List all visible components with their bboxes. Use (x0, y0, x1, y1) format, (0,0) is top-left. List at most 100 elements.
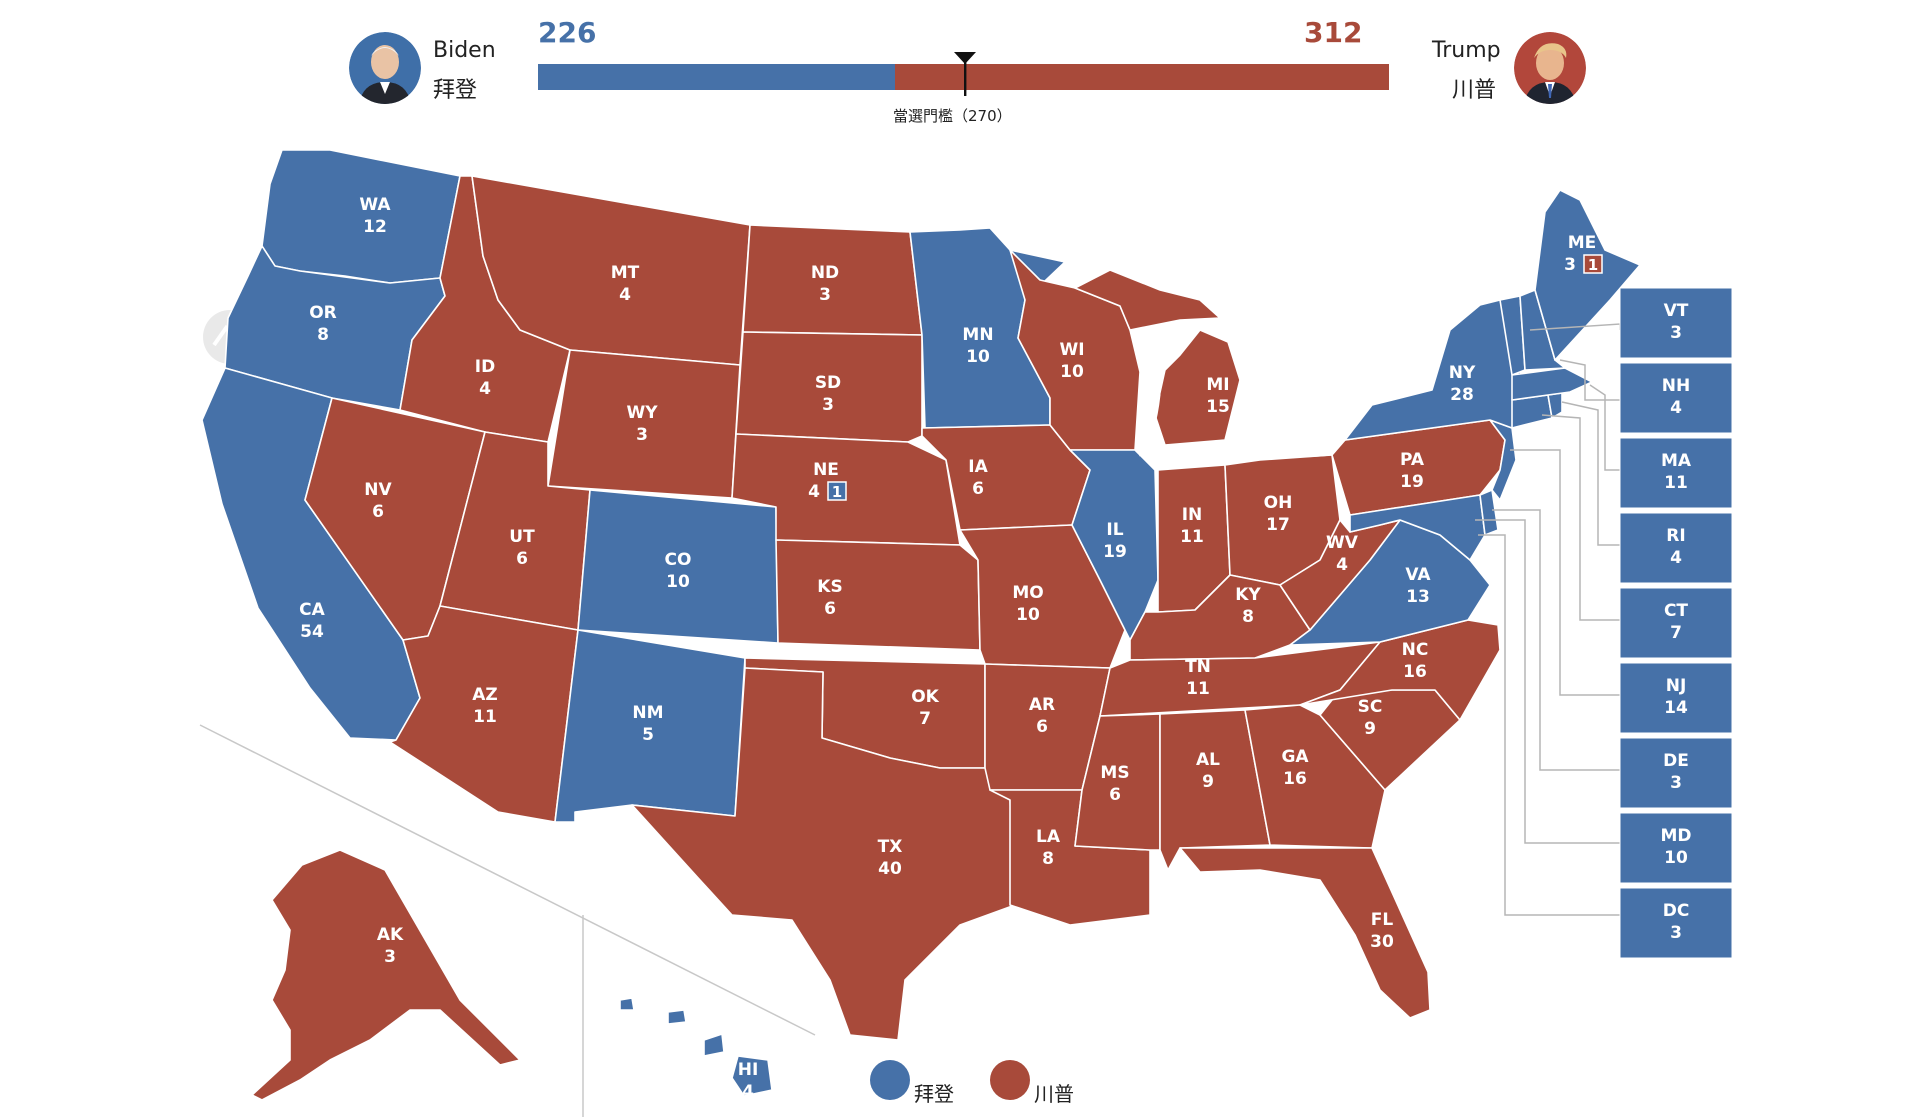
state-ev-PA: 19 (1400, 472, 1424, 492)
state-abbr-MN: MN (962, 325, 993, 345)
state-abbr-UT: UT (509, 527, 535, 547)
state-abbr-IN: IN (1182, 505, 1203, 525)
state-ev-LA: 8 (1042, 849, 1054, 869)
state-abbr-NE: NE (813, 460, 839, 480)
callout-VT[interactable]: VT3 (1619, 287, 1733, 359)
state-NC[interactable] (1299, 619, 1501, 721)
state-MI[interactable] (1154, 329, 1241, 446)
state-ev-WY: 3 (636, 425, 648, 445)
state-label-MT: MT4 (611, 263, 640, 305)
state-abbr-AR: AR (1029, 695, 1055, 715)
state-ev-IA: 6 (972, 479, 984, 499)
callout-abbr-NJ: NJ (1666, 676, 1687, 696)
state-label-WV: WV4 (1326, 533, 1359, 575)
state-HI[interactable] (619, 997, 773, 1097)
state-abbr-WV: WV (1326, 533, 1359, 553)
state-SD[interactable] (735, 331, 923, 443)
callout-ev-MA: 11 (1664, 473, 1688, 493)
state-DE[interactable] (1479, 489, 1499, 536)
state-ev-GA: 16 (1283, 769, 1307, 789)
callout-DE[interactable]: DE3 (1619, 737, 1733, 809)
state-label-LA: LA8 (1036, 827, 1061, 869)
state-abbr-TX: TX (878, 837, 903, 857)
state-abbr-OR: OR (309, 303, 337, 323)
state-abbr-MT: MT (611, 263, 640, 283)
state-ev-FL: 30 (1370, 932, 1394, 952)
callout-NH[interactable]: NH4 (1619, 362, 1733, 434)
callout-box-CT (1619, 587, 1733, 659)
legend-trump-swatch (990, 1060, 1030, 1100)
state-abbr-KY: KY (1235, 585, 1261, 605)
callout-box-VT (1619, 287, 1733, 359)
state-abbr-IL: IL (1106, 520, 1123, 540)
state-KS[interactable] (775, 539, 981, 651)
state-label-MS: MS6 (1100, 763, 1129, 805)
split-vote-count-NE: 1 (832, 483, 842, 501)
callout-ev-CT: 7 (1670, 623, 1682, 643)
state-MI-UP[interactable] (1074, 269, 1221, 331)
state-ev-ME: 3 (1564, 255, 1576, 275)
callout-box-NH (1619, 362, 1733, 434)
state-abbr-NM: NM (632, 703, 663, 723)
state-abbr-ME: ME (1568, 233, 1597, 253)
great-lakes (1139, 328, 1347, 458)
state-label-HI: HI4 (738, 1060, 759, 1102)
callout-box-DE (1619, 737, 1733, 809)
state-ME[interactable] (1534, 189, 1641, 361)
state-NH[interactable] (1519, 289, 1566, 371)
state-abbr-NY: NY (1449, 363, 1476, 383)
biden-bar-segment (538, 64, 896, 90)
state-abbr-OH: OH (1264, 493, 1293, 513)
state-NJ[interactable] (1489, 419, 1517, 501)
state-abbr-CA: CA (299, 600, 325, 620)
state-WA[interactable] (261, 149, 461, 284)
state-abbr-ID: ID (475, 357, 495, 377)
trump-score: 312 (1304, 16, 1363, 49)
state-ev-WV: 4 (1336, 555, 1348, 575)
callout-ev-RI: 4 (1670, 548, 1682, 568)
state-FL[interactable] (1179, 847, 1431, 1019)
callout-abbr-NH: NH (1662, 376, 1690, 396)
state-ev-WA: 12 (363, 217, 387, 237)
state-label-NM: NM5 (632, 703, 663, 745)
state-label-IA: IA6 (968, 457, 988, 499)
state-MA[interactable] (1511, 367, 1593, 401)
state-abbr-LA: LA (1036, 827, 1061, 847)
state-ev-CO: 10 (666, 572, 690, 592)
state-label-SD: SD3 (815, 373, 841, 415)
callout-box-MA (1619, 437, 1733, 509)
state-WY[interactable] (547, 349, 741, 499)
state-label-KY: KY8 (1235, 585, 1261, 627)
state-abbr-SC: SC (1358, 697, 1383, 717)
state-label-WY: WY3 (626, 403, 658, 445)
trump-avatar (1514, 32, 1586, 104)
state-TX[interactable] (631, 667, 1016, 1041)
state-label-KS: KS6 (817, 577, 842, 619)
state-label-NE: NE4 1 (808, 460, 847, 502)
state-AK[interactable] (251, 849, 521, 1101)
callout-abbr-CT: CT (1664, 601, 1688, 621)
callout-ev-NH: 4 (1670, 398, 1682, 418)
state-abbr-KS: KS (817, 577, 842, 597)
state-label-UT: UT6 (509, 527, 535, 569)
callout-ev-DE: 3 (1670, 773, 1682, 793)
state-abbr-HI: HI (738, 1060, 759, 1080)
callout-CT[interactable]: CT7 (1619, 587, 1733, 659)
state-ev-MO: 10 (1016, 605, 1040, 625)
callout-ev-NJ: 14 (1664, 698, 1688, 718)
callout-DC[interactable]: DC3 (1619, 887, 1733, 959)
threshold-marker (953, 52, 977, 96)
callout-RI[interactable]: RI4 (1619, 512, 1733, 584)
state-abbr-SD: SD (815, 373, 841, 393)
state-ev-TN: 11 (1186, 679, 1210, 699)
threshold-label: 當選門檻（270） (893, 107, 1012, 125)
